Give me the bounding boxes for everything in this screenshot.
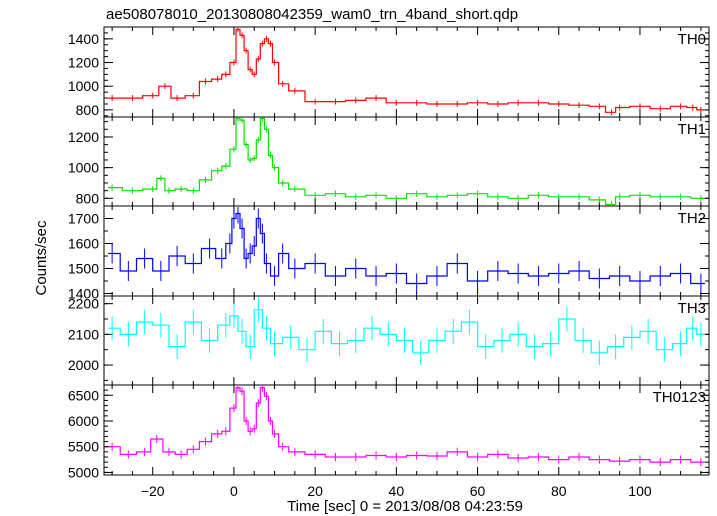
x-tick-label: 60: [470, 483, 486, 499]
y-tick-label: 6000: [68, 413, 99, 429]
y-tick-label: 1200: [68, 55, 99, 71]
y-tick-label: 2200: [68, 296, 99, 312]
panel-label: TH0123: [653, 389, 706, 406]
y-tick-label: 2000: [68, 357, 99, 373]
y-tick-label: 800: [76, 102, 100, 118]
y-tick-label: 2100: [68, 326, 99, 342]
y-tick-label: 5000: [68, 464, 99, 480]
x-tick-label: 80: [551, 483, 567, 499]
y-tick-label: 5500: [68, 439, 99, 455]
x-tick-label: 0: [230, 483, 238, 499]
panel-label: TH2: [678, 210, 706, 227]
y-tick-label: 1400: [68, 286, 99, 302]
chart-title: ae508078010_20130808042359_wam0_trn_4ban…: [106, 6, 518, 23]
panel-th1: 800 1000 1200 TH1: [68, 116, 710, 207]
series-line-th1: [108, 117, 705, 206]
y-tick-label: 1700: [68, 211, 99, 227]
y-tick-label: 800: [76, 190, 100, 206]
x-tick-label: 20: [307, 483, 323, 499]
y-tick-label: 1000: [68, 160, 99, 176]
x-tick-label: −20: [141, 483, 165, 499]
x-tick-label: 40: [389, 483, 405, 499]
series-line-th0123: [108, 387, 705, 463]
panel-label: TH3: [678, 300, 706, 317]
y-axis-label: Counts/sec: [33, 220, 50, 296]
panel-frame: [103, 116, 710, 207]
y-tick-label: 1500: [68, 261, 99, 277]
y-tick-label: 1200: [68, 129, 99, 145]
series-line-th2: [108, 212, 705, 285]
panel-th0: 800 1000 1200 1400 TH0: [68, 26, 710, 118]
panel-label: TH1: [678, 121, 706, 138]
y-tick-label: 6500: [68, 387, 99, 403]
panel-th2: 1400 1500 1600 1700 TH2: [68, 205, 710, 302]
panel-frame: [103, 26, 710, 118]
panel-th0123: 5000 5500 6000 6500 TH0123: [68, 384, 710, 480]
x-tick-label: 100: [628, 483, 652, 499]
x-axis-label: Time [sec] 0 = 2013/08/08 04:23:59: [287, 498, 523, 515]
panel-frame: [103, 384, 710, 476]
panel-th3: 2000 2100 2200 TH3: [68, 295, 710, 386]
y-tick-label: 1600: [68, 236, 99, 252]
series-line-th0: [108, 28, 705, 113]
panel-label: TH0: [678, 31, 706, 48]
y-tick-label: 1000: [68, 78, 99, 94]
y-tick-label: 1400: [68, 31, 99, 47]
